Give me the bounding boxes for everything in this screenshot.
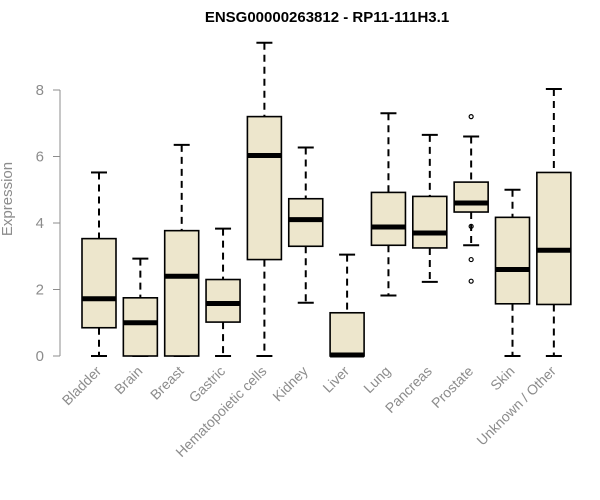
box-brain: [122, 257, 159, 357]
x-tick-label: Skin: [487, 363, 518, 394]
x-tick-label: Liver: [319, 363, 352, 396]
box-lung: [370, 112, 407, 297]
outlier-point: [468, 256, 474, 263]
box-unknown-other: [536, 88, 572, 357]
y-axis-label: Expression: [0, 162, 16, 236]
iqr-box: [411, 195, 448, 249]
iqr-box: [246, 115, 283, 261]
outlier-point: [468, 113, 474, 120]
iqr-box: [536, 171, 572, 306]
y-tick-label: 0: [36, 348, 44, 365]
iqr-box: [205, 278, 241, 323]
x-tick-label: Bladder: [59, 363, 105, 409]
box-hematopoietic-cells: [246, 41, 283, 357]
iqr-box: [81, 237, 117, 329]
box-bladder: [81, 171, 117, 357]
box-skin: [494, 188, 531, 357]
iqr-box: [122, 297, 159, 357]
box-pancreas: [411, 133, 448, 283]
y-tick-label: 6: [36, 149, 44, 166]
y-axis: 0 2 4 6 8: [36, 82, 61, 365]
iqr-box: [287, 197, 324, 248]
x-tick-label: Breast: [147, 363, 187, 403]
box-kidney: [287, 146, 324, 304]
box-liver: [329, 253, 365, 358]
y-tick-label: 4: [36, 215, 44, 232]
x-tick-label: Lung: [360, 363, 393, 396]
x-tick-label: Brain: [111, 363, 145, 397]
outlier-point: [468, 278, 474, 284]
iqr-box: [163, 229, 200, 357]
iqr-box: [370, 191, 407, 247]
iqr-box: [329, 311, 365, 357]
box-breast: [163, 143, 200, 357]
box-series: [81, 41, 572, 358]
box-gastric: [205, 227, 241, 357]
iqr-box: [494, 216, 531, 305]
outlier-point: [468, 223, 474, 229]
iqr-box: [453, 181, 489, 213]
x-tick-label: Prostate: [428, 363, 476, 411]
y-tick-label: 2: [36, 282, 44, 299]
box-prostate: [453, 113, 489, 284]
chart-title: ENSG00000263812 - RP11-111H3.1: [205, 9, 449, 26]
x-tick-label: Kidney: [269, 363, 311, 405]
y-tick-label: 8: [36, 82, 44, 99]
